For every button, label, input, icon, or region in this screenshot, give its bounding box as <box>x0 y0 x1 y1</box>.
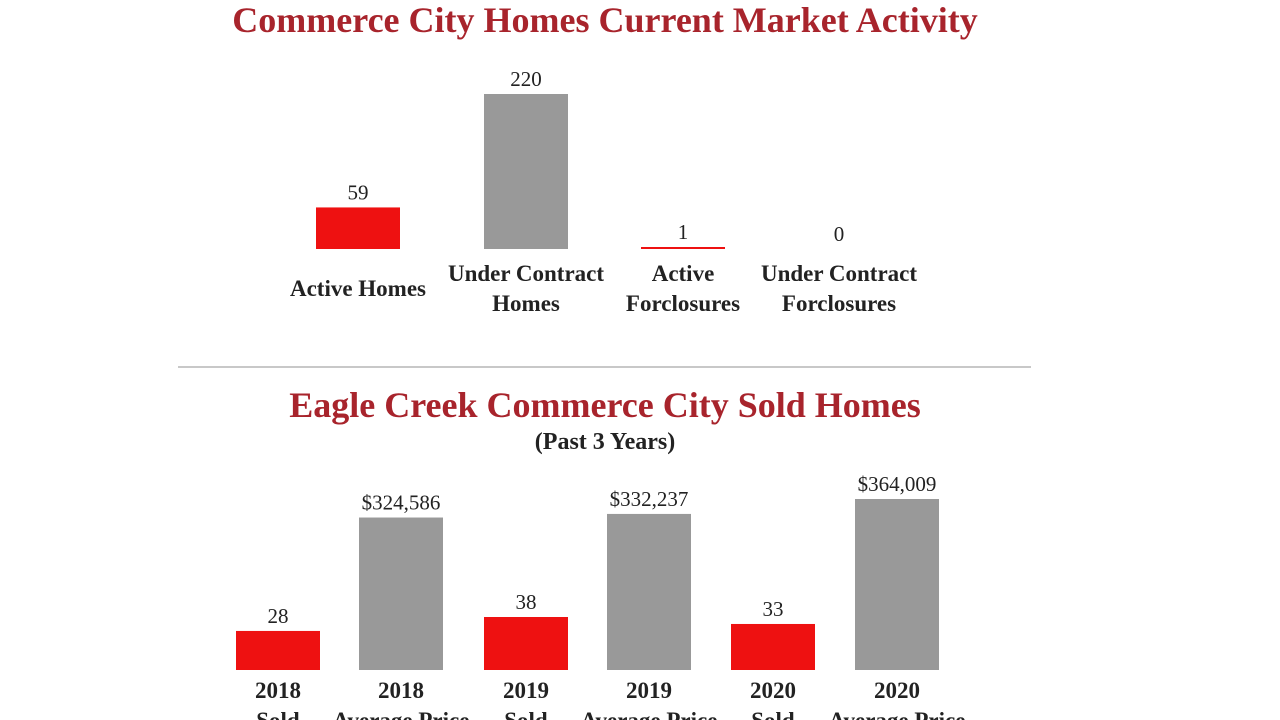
category-label-2020-average-price-line1: 2020 <box>874 678 920 703</box>
value-label-under-contract-homes: 220 <box>510 67 542 91</box>
chart-subtitle-sold-homes: (Past 3 Years) <box>534 429 676 455</box>
category-label-2018-average-price-line2: Average Price <box>333 708 470 720</box>
market-activity-chart: 59 Active Homes 220 Under Contract Homes 1 Act… <box>290 67 917 316</box>
category-label-under-contract-homes-line2: Homes <box>492 291 560 316</box>
bar-2020-sold <box>731 623 815 670</box>
category-label-2020-average-price-line2: Average Price <box>829 708 966 720</box>
category-label-2019-sold-line1: 2019 <box>503 678 549 703</box>
bar-under-contract-homes <box>484 94 568 249</box>
category-label-2019-sold-line2: Sold <box>504 708 548 720</box>
bar-2018-average-price <box>359 517 443 670</box>
section-divider <box>178 366 1031 368</box>
category-label-under-contract-homes-line1: Under Contract <box>448 261 604 286</box>
category-label-active-homes: Active Homes <box>290 276 426 301</box>
category-label-under-contract-forclosures-line1: Under Contract <box>761 261 917 286</box>
bar-2020-average-price <box>855 499 939 670</box>
bar-2019-average-price <box>607 513 691 670</box>
bar-active-homes <box>316 207 400 249</box>
category-label-2019-average-price-line1: 2019 <box>626 678 672 703</box>
value-label-2020-sold: 33 <box>763 597 784 621</box>
category-label-2018-sold-line2: Sold <box>256 708 300 720</box>
category-label-2018-sold-line1: 2018 <box>255 678 301 703</box>
bar-active-forclosures <box>641 247 725 249</box>
value-label-active-homes: 59 <box>348 180 369 204</box>
value-label-2020-average-price: $364,009 <box>858 472 937 496</box>
category-label-active-forclosures-line1: Active <box>652 261 715 286</box>
chart-title-market-activity: Commerce City Homes Current Market Activ… <box>232 0 978 40</box>
value-label-2019-average-price: $332,237 <box>610 487 689 511</box>
bar-2018-sold <box>236 630 320 670</box>
category-label-2020-sold-line2: Sold <box>751 708 795 720</box>
value-label-2019-sold: 38 <box>516 590 537 614</box>
value-label-2018-sold: 28 <box>268 604 289 628</box>
category-label-active-forclosures-line2: Forclosures <box>626 291 740 316</box>
category-label-under-contract-forclosures-line2: Forclosures <box>782 291 896 316</box>
value-label-active-forclosures: 1 <box>678 220 689 244</box>
chart-title-sold-homes: Eagle Creek Commerce City Sold Homes <box>289 385 921 425</box>
value-label-2018-average-price: $324,586 <box>362 491 441 515</box>
value-label-under-contract-forclosures: 0 <box>834 222 845 246</box>
category-label-2020-sold-line1: 2020 <box>750 678 796 703</box>
category-label-2018-average-price-line1: 2018 <box>378 678 424 703</box>
bar-2019-sold <box>484 617 568 670</box>
category-label-2019-average-price-line2: Average Price <box>581 708 718 720</box>
